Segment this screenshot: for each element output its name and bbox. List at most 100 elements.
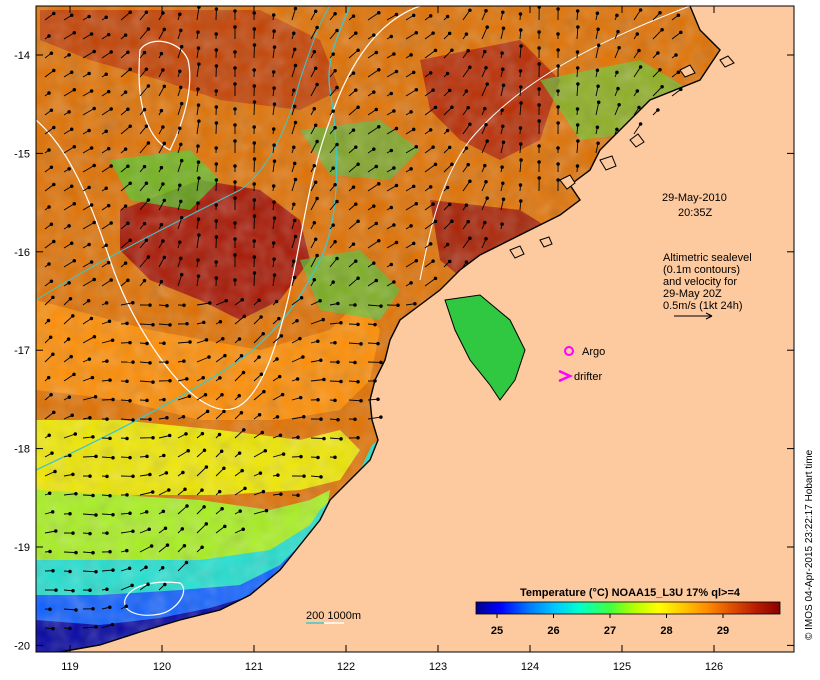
velocity-arrow-head — [123, 204, 128, 208]
velocity-arrow-head — [214, 276, 219, 280]
velocity-arrow-head — [233, 9, 237, 13]
velocity-arrow — [44, 241, 55, 249]
velocity-arrow-head — [354, 88, 358, 92]
velocity-arrow-head — [214, 146, 218, 150]
velocity-arrow-head — [277, 316, 281, 321]
velocity-arrow-head — [214, 48, 219, 52]
velocity-arrow-head — [433, 105, 438, 110]
velocity-arrow — [63, 433, 76, 439]
velocity-arrow-head — [312, 278, 317, 282]
velocity-arrow-head — [123, 147, 128, 151]
velocity-arrow — [44, 471, 56, 477]
velocity-arrow-head — [428, 242, 433, 246]
velocity-arrow-head — [272, 200, 276, 204]
velocity-arrow-head — [374, 164, 379, 169]
velocity-arrow — [405, 146, 417, 154]
velocity-arrow-head — [91, 551, 95, 555]
velocity-arrow-head — [68, 511, 72, 516]
velocity-arrow — [329, 380, 342, 382]
velocity-arrow-head — [178, 240, 182, 245]
velocity-arrow-head — [595, 11, 600, 15]
velocity-arrow-head — [168, 378, 172, 383]
velocity-arrow-head — [221, 337, 225, 341]
velocity-arrow-head — [484, 180, 488, 184]
velocity-arrow — [519, 102, 522, 116]
velocity-arrow-head — [468, 179, 472, 183]
velocity-arrow-head — [431, 202, 435, 206]
velocity-arrow — [443, 106, 453, 116]
velocity-arrow-head — [276, 473, 280, 477]
date-label: 29-May-2010 — [662, 192, 727, 204]
velocity-arrow-head — [447, 88, 452, 93]
velocity-arrow-head — [377, 182, 381, 186]
velocity-arrow-head — [313, 180, 318, 184]
velocity-arrow-head — [196, 87, 200, 91]
velocity-arrow-head — [501, 83, 506, 88]
velocity-arrow-head — [204, 522, 209, 526]
velocity-arrow — [196, 235, 200, 249]
velocity-arrow-head — [519, 142, 523, 146]
latitude-axis: -14 -15 -16 -17 -18 -19 -20 — [14, 50, 794, 652]
velocity-arrow-head — [142, 50, 147, 55]
velocity-arrow-head — [47, 491, 52, 496]
velocity-arrow-head — [51, 295, 55, 300]
velocity-arrow-head — [485, 25, 489, 29]
velocity-arrow-head — [431, 31, 435, 35]
velocity-arrow-head — [537, 160, 541, 164]
velocity-arrow — [177, 103, 183, 116]
velocity-arrow — [443, 49, 453, 59]
velocity-arrow-head — [500, 108, 504, 112]
velocity-arrow-head — [556, 32, 560, 36]
velocity-arrow-head — [47, 205, 51, 209]
velocity-arrow-head — [537, 119, 541, 123]
velocity-arrow-head — [200, 545, 204, 550]
velocity-arrow-head — [252, 141, 257, 145]
velocity-arrow-head — [638, 65, 643, 69]
velocity-arrow — [348, 106, 359, 116]
velocity-arrow-head — [252, 271, 257, 275]
velocity-arrow — [120, 68, 131, 78]
time-label: 20:35Z — [678, 207, 713, 219]
velocity-arrow-head — [214, 162, 219, 166]
velocity-arrow-head — [335, 85, 339, 90]
velocity-arrow-head — [575, 107, 580, 111]
velocity-arrow-head — [109, 50, 113, 54]
velocity-arrow-head — [389, 205, 394, 210]
velocity-arrow — [82, 222, 95, 230]
velocity-arrow-head — [275, 357, 279, 361]
velocity-arrow-head — [466, 48, 470, 53]
velocity-arrow-head — [146, 198, 151, 202]
velocity-arrow-head — [242, 314, 247, 319]
velocity-arrow — [462, 9, 471, 21]
velocity-arrow-head — [123, 90, 128, 94]
velocity-arrow-head — [196, 160, 201, 164]
velocity-arrow-head — [658, 11, 662, 15]
velocity-arrow-head — [302, 415, 306, 419]
velocity-arrow-head — [447, 202, 452, 207]
velocity-arrow-head — [74, 608, 78, 612]
velocity-arrow-head — [556, 7, 560, 11]
coastline — [59, 6, 721, 652]
velocity-arrow-head — [196, 46, 201, 50]
velocity-arrow — [120, 418, 134, 421]
velocity-arrow-head — [89, 32, 94, 36]
velocity-arrow-head — [575, 50, 580, 54]
velocity-arrow-head — [464, 203, 469, 207]
velocity-arrow — [63, 146, 75, 154]
velocity-arrow-head — [312, 164, 317, 168]
velocity-arrow-head — [500, 51, 504, 55]
velocity-arrow-head — [106, 89, 111, 94]
velocity-arrow — [82, 51, 95, 59]
velocity-arrow-head — [105, 417, 109, 421]
velocity-arrow — [272, 335, 282, 344]
velocity-arrow-head — [54, 529, 58, 533]
velocity-arrow-head — [208, 301, 212, 305]
velocity-arrow — [671, 32, 682, 40]
velocity-arrow-head — [445, 128, 450, 133]
velocity-arrow-head — [111, 512, 115, 517]
velocity-arrow-head — [165, 543, 170, 547]
velocity-arrow-head — [241, 370, 246, 375]
velocity-arrow — [234, 316, 245, 325]
velocity-arrow-head — [109, 107, 113, 111]
velocity-arrow-head — [89, 89, 94, 93]
